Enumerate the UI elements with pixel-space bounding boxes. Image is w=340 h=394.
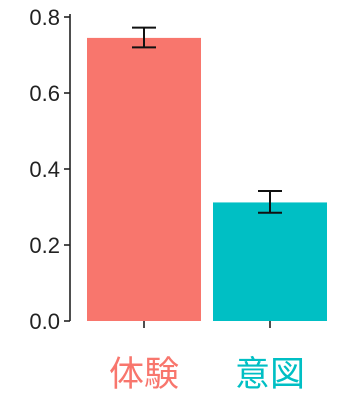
- bar-0: [87, 37, 201, 322]
- error-bar-0: [132, 26, 156, 49]
- x-axis-ticks: [143, 321, 271, 328]
- y-tick-label-4: 0.8: [29, 5, 60, 30]
- y-tick-label-3: 0.6: [29, 81, 60, 106]
- bars-layer: [87, 37, 327, 322]
- bar-1: [213, 202, 327, 321]
- y-tick-label-2: 0.4: [29, 157, 60, 182]
- x-tick-label-experience: 体験: [109, 355, 179, 394]
- error-bar-1: [258, 190, 282, 214]
- x-tick-label-intent: 意図: [235, 355, 305, 394]
- error-bars-layer: [132, 26, 282, 214]
- y-tick-label-0: 0.0: [29, 309, 60, 334]
- y-tick-label-1: 0.2: [29, 233, 60, 258]
- y-axis-ticks: [64, 16, 70, 322]
